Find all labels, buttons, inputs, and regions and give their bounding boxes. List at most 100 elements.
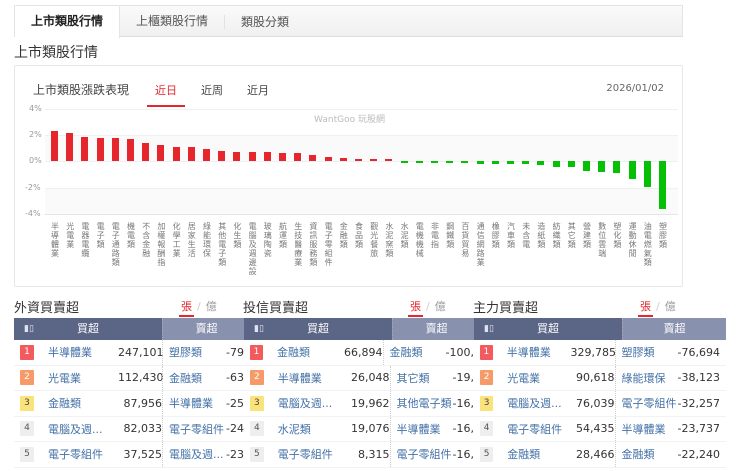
unit-shares-button[interactable]: 張 [410,300,421,313]
chart-bar[interactable] [659,161,666,209]
x-axis-label: 生技醫療業 [294,222,303,267]
chart-bar[interactable] [111,137,119,161]
chart-bar[interactable] [218,151,226,161]
buy-sector-link[interactable]: 電子零組件 [277,448,333,462]
chart-bar[interactable] [248,152,256,161]
sell-sector-link[interactable]: 電子零組件 [621,397,677,411]
chart-bar[interactable] [431,161,438,163]
buy-sector-link[interactable]: 電腦及週... [48,422,103,436]
chart-bar[interactable] [324,157,332,161]
rank-badge: 2 [20,370,34,386]
buy-sector-link[interactable]: 金融類 [48,397,81,411]
sell-sector-link[interactable]: 其它類 [396,371,430,385]
tab-otc-sectors[interactable]: 上櫃類股行情 [136,14,209,28]
chart-bar[interactable] [446,161,454,163]
buy-header[interactable]: ▮▯ 買超 [244,318,392,340]
unit-shares-button[interactable]: 張 [640,300,651,313]
sell-sector-link[interactable]: 金融類 [389,346,423,360]
chart-bar[interactable] [567,161,575,167]
chart-bar[interactable] [172,147,180,161]
period-week-tab[interactable]: 近周 [201,83,224,97]
buy-header[interactable]: ▮▯ 買超 [14,318,162,340]
buy-sector-link[interactable]: 光電業 [48,371,81,385]
x-axis-label: 觀光餐旅 [370,222,379,258]
sell-sector-link[interactable]: 電子零組件 [169,422,224,436]
chart-bar[interactable] [66,132,74,161]
sell-sector-link[interactable]: 金融類 [169,371,202,385]
chart-bar[interactable] [415,161,423,163]
chart-bar[interactable] [309,155,317,161]
chart-bar[interactable] [263,151,271,161]
bar-chart-icon[interactable]: ▮▯ [254,324,264,334]
chart-bar[interactable] [127,138,134,161]
chart-bar[interactable] [613,161,621,173]
buy-sector-link[interactable]: 半導體業 [506,346,551,360]
chart-bar[interactable] [157,145,165,161]
unit-value-button[interactable]: 億 [664,300,676,313]
table-row: 4 電腦及週... 82,033 電子零組件 -24 [14,416,250,442]
chart-bar[interactable] [628,161,636,180]
sell-sector-link[interactable]: 綠能環保 [621,371,666,385]
table-row: 1 半導體業 247,101 塑膠類 -79 [14,340,250,366]
bar-chart-icon[interactable]: ▮▯ [24,324,34,334]
buy-sector-link[interactable]: 電腦及週... [507,397,562,411]
sell-sector-link[interactable]: 電子零組件 [396,448,452,462]
chart-bar[interactable] [233,151,241,161]
buy-sector-link[interactable]: 金融類 [507,448,541,462]
x-axis-label: 水泥類 [400,222,409,249]
chart-bar[interactable] [203,149,210,161]
buy-sector-link[interactable]: 電子零組件 [507,422,563,436]
buy-sector-link[interactable]: 金融類 [276,346,310,360]
sell-sector-link[interactable]: 金融類 [621,448,655,462]
chart-bar[interactable] [522,161,530,165]
sell-cell: 其它類 -19, [389,365,480,390]
chart-bar[interactable] [279,153,286,161]
sell-sector-link[interactable]: 半導體業 [169,397,213,411]
unit-value-button[interactable]: 億 [434,300,446,313]
chart-bar[interactable] [96,137,104,161]
buy-sector-link[interactable]: 電子零組件 [48,448,103,462]
chart-bar[interactable] [355,158,362,161]
table-row: 5 電子零組件 37,525 電腦及週... -23 [14,442,250,468]
buy-sector-link[interactable]: 光電業 [507,371,541,385]
unit-shares-button[interactable]: 張 [181,300,192,313]
chart-bar[interactable] [294,153,302,161]
buy-sector-link[interactable]: 電腦及週... [277,397,333,411]
foreign-flow-table: ▮▯ 買超 賣超 1 半導體業 247,101 塑膠類 -79 2 光電業 112,430 金融類 -6… [14,318,250,468]
chart-bar[interactable] [537,161,545,165]
sell-sector-link[interactable]: 半導體業 [621,422,666,436]
sell-sector-link[interactable]: 半導體業 [396,422,441,436]
chart-bar[interactable] [370,159,378,161]
chart-bar[interactable] [385,159,393,161]
period-day-tab[interactable]: 近日 [147,83,186,107]
chart-bar[interactable] [583,161,590,171]
sell-sector-link[interactable]: 電腦及週... [169,448,224,462]
chart-bar[interactable] [461,161,469,164]
chart-bar[interactable] [507,161,514,164]
chart-bar[interactable] [339,158,347,161]
chart-bar[interactable] [400,161,408,163]
buy-sector-link[interactable]: 半導體業 [277,371,322,385]
buy-header[interactable]: ▮▯ 買超 [474,318,622,340]
tab-listed-sectors[interactable]: 上市類股行情 [15,6,121,38]
chart-bar[interactable] [187,147,195,161]
buy-sector-link[interactable]: 水泥類 [277,422,311,436]
chart-bar[interactable] [476,161,484,164]
chart-bar[interactable] [51,130,58,161]
sell-sector-link[interactable]: 塑膠類 [169,346,202,360]
tab-sector-classification[interactable]: 類股分類 [224,15,305,29]
period-month-tab[interactable]: 近月 [247,83,270,97]
unit-value-button[interactable]: 億 [205,300,217,313]
chart-bar[interactable] [598,161,606,173]
chart-bar[interactable] [81,136,89,161]
chart-bar[interactable] [643,161,651,188]
x-axis-label: 居家生活 [187,222,196,258]
rank-badge: 1 [20,344,34,360]
chart-bar[interactable] [142,142,150,161]
sell-sector-link[interactable]: 塑膠類 [621,346,655,360]
chart-bar[interactable] [491,161,499,164]
bar-chart-icon[interactable]: ▮▯ [484,324,494,334]
buy-sector-link[interactable]: 半導體業 [48,346,92,360]
chart-bar[interactable] [552,161,560,167]
sell-sector-link[interactable]: 其他電子類 [396,397,452,411]
